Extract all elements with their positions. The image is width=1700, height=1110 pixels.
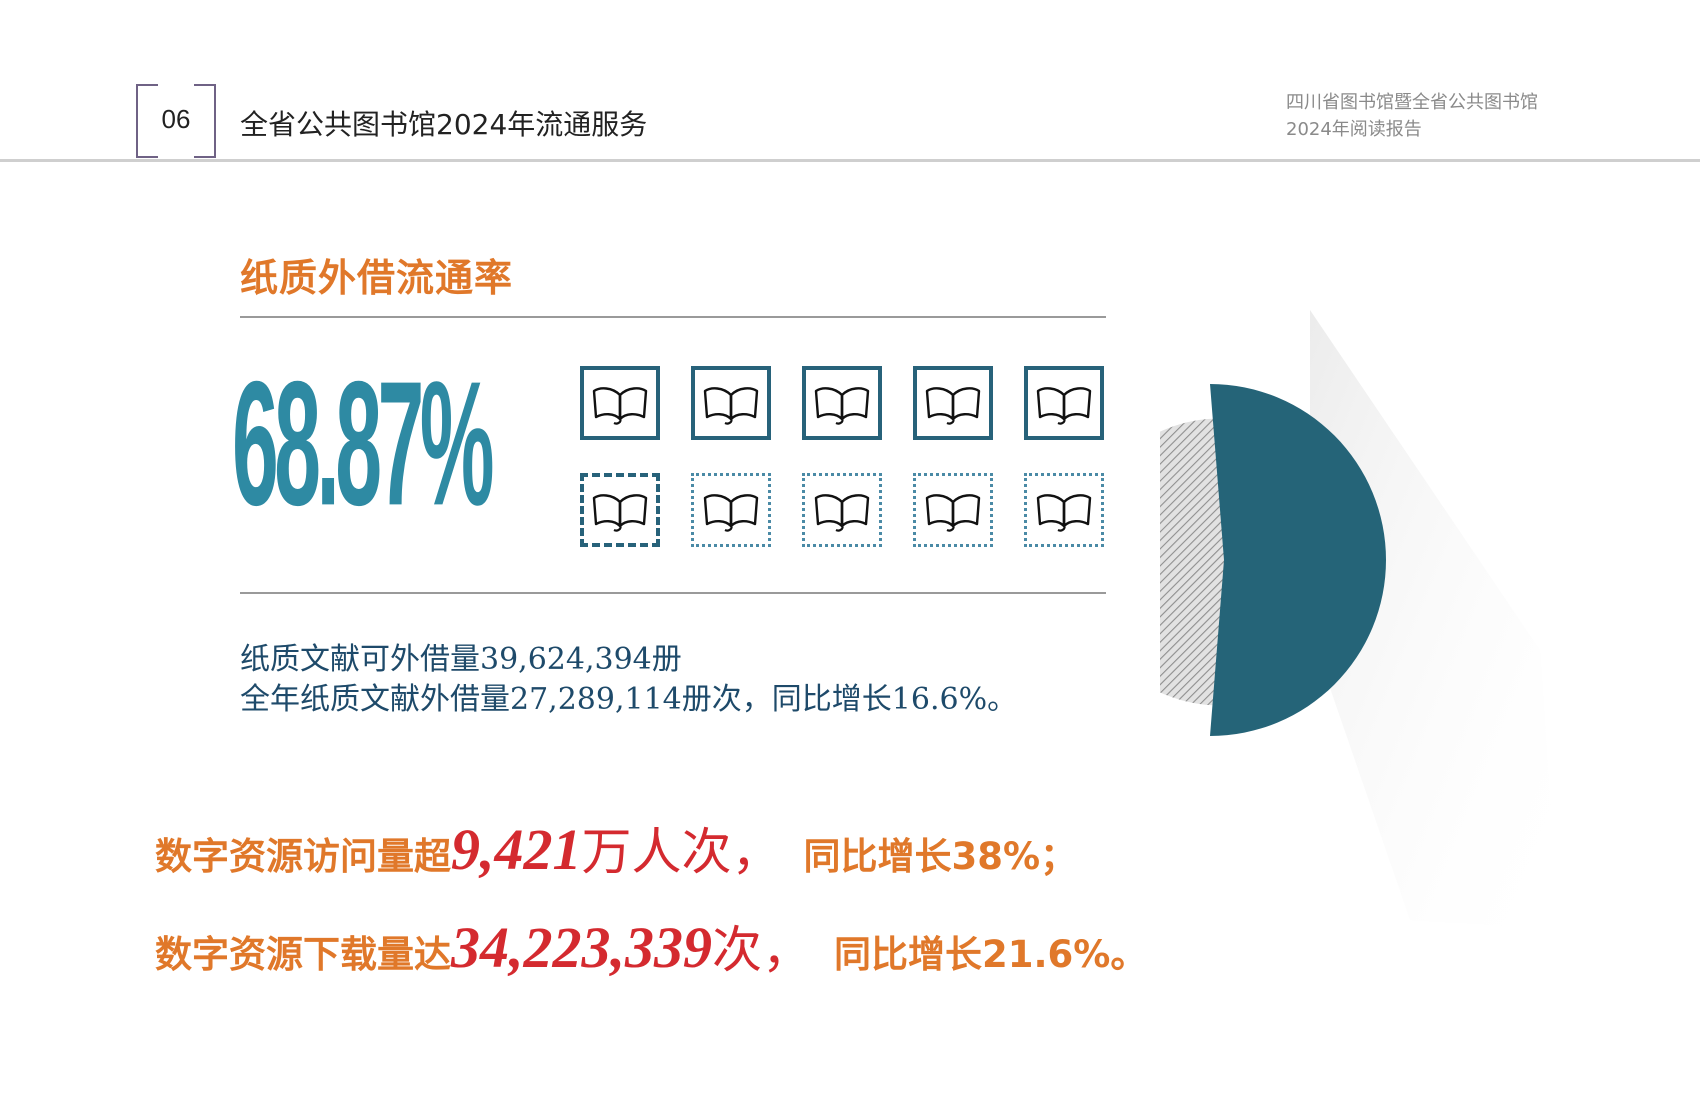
digital-downloads-label: 数字资源下载量达 [155,933,451,976]
digital-downloads-growth: 同比增长21.6%。 [834,933,1148,976]
open-book-icon [592,494,648,532]
header-divider [0,159,1700,162]
book-icon-full [913,366,993,440]
circulation-rate: 68.87% [232,338,554,548]
digital-visits-growth: 同比增长38%； [803,835,1078,878]
circulation-pie-chart [1160,310,1560,930]
open-book-icon [703,387,759,425]
pie-slice-remaining [1160,415,1232,709]
digital-downloads-number: 34,223,339 [451,915,712,980]
book-icon-full [691,366,771,440]
book-icon-empty [802,473,882,547]
digital-visits-unit: 万人次， [581,823,782,881]
open-book-icon [814,494,870,532]
book-icon-partial [580,473,660,547]
report-title-line1: 四川省图书馆暨全省公共图书馆 [1286,92,1538,113]
circulation-rate-text: 68.87% [232,343,494,543]
bottom-divider [240,592,1106,594]
open-book-icon [703,494,759,532]
open-book-icon [925,387,981,425]
digital-visits-number: 9,421 [451,817,582,882]
top-divider [240,316,1106,318]
circulation-heading: 纸质外借流通率 [240,256,514,300]
annual-loans-text: 全年纸质文献外借量27,289,114册次，同比增长16.6%。 [240,682,1018,717]
digital-downloads-line: 数字资源下载量达34,223,339次， 同比增长21.6%。 [155,910,1147,982]
book-icon-full [802,366,882,440]
digital-visits-line: 数字资源访问量超9,421万人次， 同比增长38%； [155,812,1077,884]
open-book-icon [592,387,648,425]
digital-downloads-unit: 次， [712,921,812,979]
page-number: 06 [161,104,191,134]
book-icon-grid [580,366,1106,551]
pie-slice-rate [1210,384,1386,736]
report-title: 四川省图书馆暨全省公共图书馆 2024年阅读报告 [1286,89,1538,143]
book-icon-full [1024,366,1104,440]
circulation-stats: 纸质文献可外借量39,624,394册 全年纸质文献外借量27,289,114册… [240,640,1017,720]
lendable-collection-text: 纸质文献可外借量39,624,394册 [240,642,682,677]
pie-shadow [1310,310,1560,930]
open-book-icon [814,387,870,425]
book-icon-full [580,366,660,440]
report-title-line2: 2024年阅读报告 [1286,119,1422,140]
book-icon-empty [913,473,993,547]
page-number-box: 06 [136,84,216,158]
open-book-icon [1036,494,1092,532]
book-icon-empty [691,473,771,547]
book-icon-empty [1024,473,1104,547]
open-book-icon [1036,387,1092,425]
digital-visits-label: 数字资源访问量超 [155,835,451,878]
open-book-icon [925,494,981,532]
section-title: 全省公共图书馆2024年流通服务 [240,108,648,141]
